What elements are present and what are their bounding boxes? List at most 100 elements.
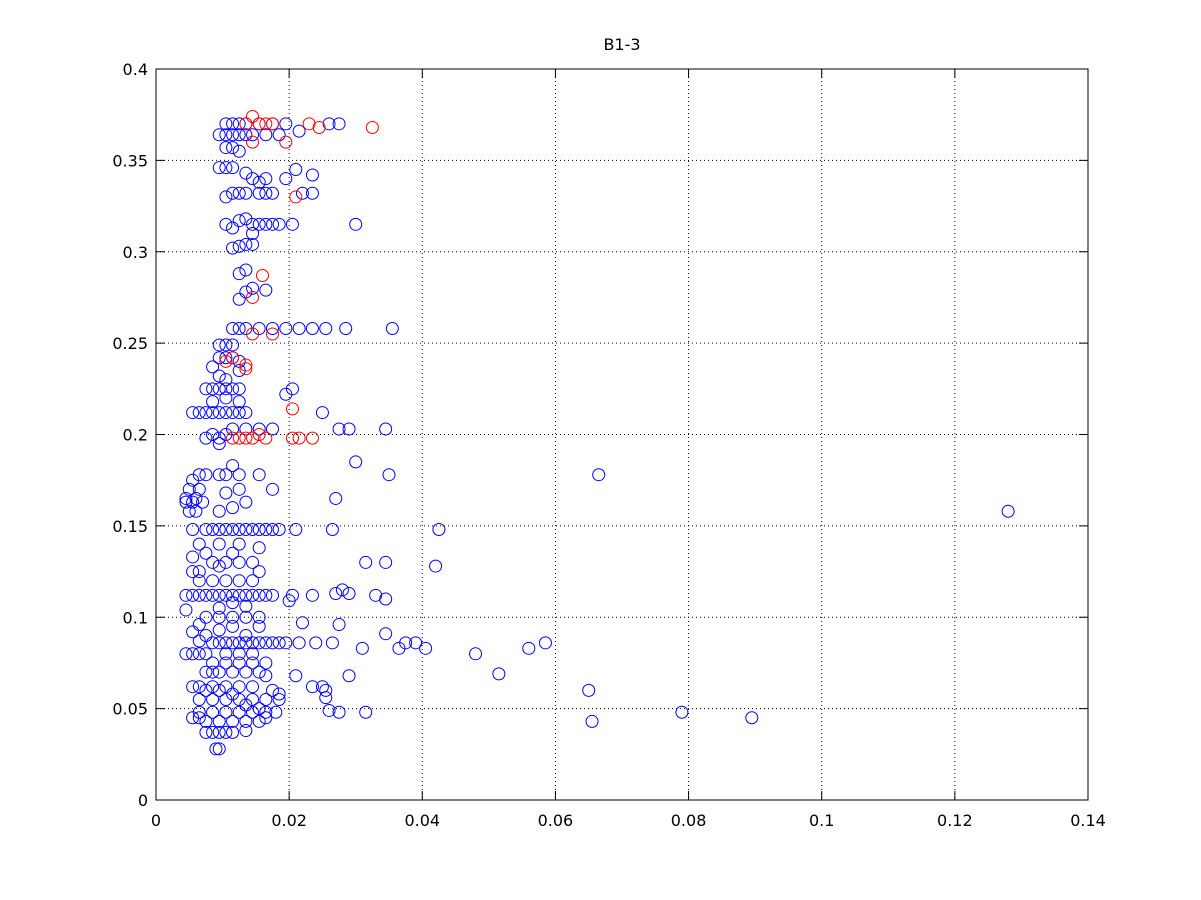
data-point-blue: [325, 523, 339, 537]
data-point-blue: [212, 504, 226, 518]
data-point-blue: [189, 491, 203, 505]
data-point-blue: [226, 523, 240, 537]
axes: [155, 68, 1089, 801]
data-point-blue: [359, 705, 373, 719]
data-point-blue: [419, 641, 433, 655]
data-point-blue: [266, 186, 279, 200]
data-point-blue: [252, 610, 266, 624]
data-point-blue: [342, 422, 356, 436]
data-point-blue: [355, 641, 369, 655]
data-point-blue: [212, 623, 226, 637]
data-point-blue: [369, 588, 383, 602]
data-point-blue: [385, 322, 399, 336]
data-point-blue: [199, 610, 213, 624]
data-point-blue: [322, 703, 336, 717]
data-point-blue: [592, 468, 606, 482]
data-point-blue: [226, 128, 240, 142]
data-point-blue: [252, 217, 266, 231]
data-point-blue: [232, 186, 246, 200]
data-point-blue: [232, 128, 246, 142]
data-point-blue: [212, 610, 226, 624]
data-point-blue: [186, 711, 200, 725]
data-point-blue: [289, 523, 303, 537]
data-point-blue: [232, 117, 246, 131]
data-point-blue: [585, 714, 599, 728]
data-point-blue: [212, 636, 226, 650]
data-point-blue: [186, 406, 200, 420]
data-point-blue: [179, 647, 193, 661]
data-point-blue: [309, 636, 323, 650]
data-point-blue: [219, 190, 233, 204]
data-point-blue: [252, 523, 266, 537]
data-point-blue: [219, 128, 233, 142]
data-point-blue: [186, 647, 200, 661]
data-point-blue: [252, 665, 266, 679]
data-point-blue: [219, 574, 233, 588]
y-tick-label: 0.15: [112, 517, 148, 536]
x-tick-label: 0.12: [937, 811, 973, 830]
data-point-blue: [342, 586, 356, 600]
data-point-blue: [246, 656, 260, 670]
data-point-blue: [332, 618, 346, 632]
data-point-blue: [259, 128, 273, 142]
data-point-blue: [219, 705, 233, 719]
data-point-blue: [219, 428, 233, 441]
data-point-blue: [305, 168, 319, 182]
data-point-blue: [206, 636, 220, 650]
data-point-blue: [305, 322, 319, 336]
data-point-blue: [232, 267, 246, 281]
data-point-red: [365, 120, 379, 134]
data-point-red: [239, 362, 253, 376]
data-point-blue: [196, 495, 210, 509]
x-tick-label: 0.04: [404, 811, 440, 830]
data-point-blue: [212, 338, 226, 352]
data-point-blue: [199, 546, 213, 560]
data-point-blue: [192, 680, 206, 694]
data-point-red: [246, 290, 260, 304]
data-point-blue: [259, 186, 273, 200]
data-point-blue: [232, 406, 246, 420]
data-point-blue: [279, 172, 293, 186]
data-point-blue: [206, 428, 220, 441]
data-point-blue: [359, 555, 373, 569]
data-point-blue: [269, 705, 283, 719]
data-point-blue: [192, 647, 206, 661]
data-point-blue: [272, 128, 286, 142]
chart-title: B1-3: [603, 35, 640, 54]
data-point-blue: [232, 656, 246, 670]
data-point-blue: [232, 382, 246, 396]
data-point-blue: [335, 583, 349, 597]
data-point-blue: [675, 705, 689, 719]
data-point-blue: [232, 322, 246, 336]
data-point-blue: [232, 523, 246, 537]
data-point-blue: [246, 705, 260, 719]
data-point-blue: [246, 226, 260, 240]
data-point-blue: [339, 322, 353, 336]
data-point-blue: [432, 523, 446, 537]
data-points: [179, 110, 1015, 756]
data-point-blue: [212, 665, 226, 679]
x-tick-label: 0: [151, 811, 161, 830]
data-point-blue: [259, 588, 273, 602]
data-point-blue: [212, 437, 226, 451]
data-point-blue: [186, 625, 200, 639]
data-point-blue: [206, 574, 220, 588]
data-point-blue: [219, 725, 233, 739]
data-point-blue: [192, 692, 206, 706]
data-point-blue: [212, 714, 226, 728]
data-point-blue: [182, 504, 196, 518]
data-point-blue: [206, 725, 220, 739]
x-tick-label: 0.06: [538, 811, 574, 830]
data-point-red: [256, 269, 270, 283]
data-point-red: [266, 117, 279, 131]
data-point-blue: [212, 161, 226, 175]
data-point-blue: [179, 491, 193, 505]
data-point-blue: [226, 241, 240, 255]
data-point-blue: [272, 523, 286, 537]
data-point-blue: [199, 725, 213, 739]
data-point-blue: [266, 217, 279, 231]
data-point-red: [279, 135, 293, 149]
data-point-blue: [186, 680, 200, 694]
data-point-red: [246, 135, 260, 149]
data-point-blue: [232, 574, 246, 588]
